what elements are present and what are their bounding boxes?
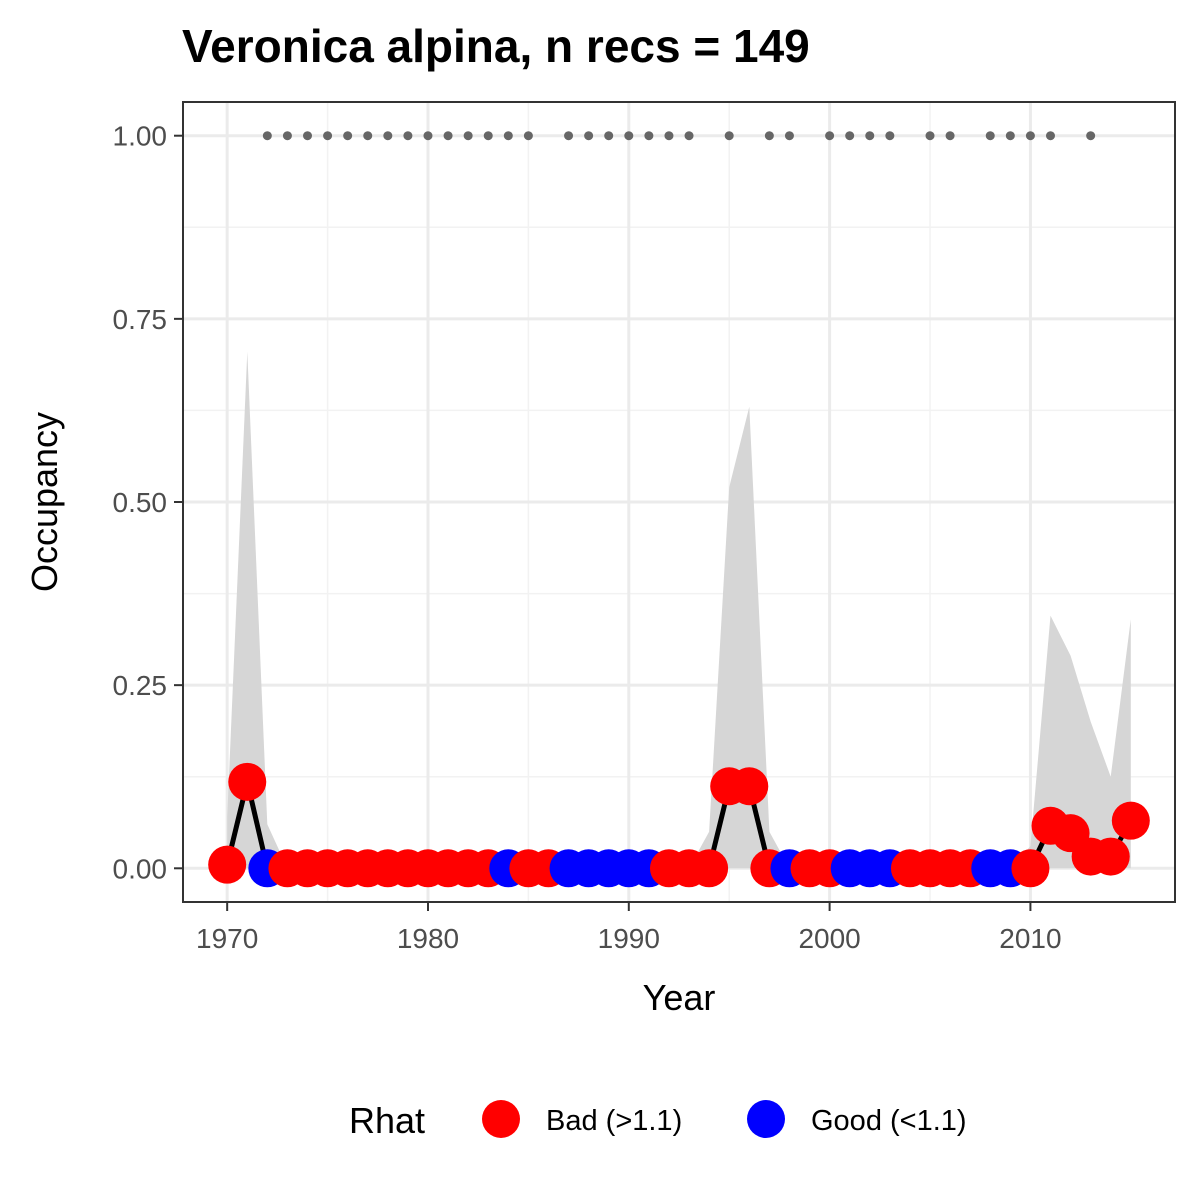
record-marker: [383, 131, 393, 141]
y-tick-label: 0.00: [113, 853, 168, 884]
record-marker: [1086, 131, 1096, 141]
record-marker: [865, 131, 875, 141]
x-axis: 1970 1980 1990 2000 2010: [196, 902, 1062, 954]
record-marker: [1005, 131, 1015, 141]
x-tick-label: 1970: [196, 923, 258, 954]
record-markers: [262, 131, 1096, 141]
occupancy-point-bad: [1091, 837, 1130, 876]
occupancy-point-bad: [690, 849, 729, 888]
record-marker: [303, 131, 313, 141]
x-tick-label: 1980: [397, 923, 459, 954]
grid-minor: [183, 102, 1175, 902]
record-marker: [323, 131, 333, 141]
record-marker: [985, 131, 995, 141]
record-marker: [845, 131, 855, 141]
record-marker: [784, 131, 794, 141]
record-marker: [1045, 131, 1055, 141]
record-marker: [664, 131, 674, 141]
occupancy-point-bad: [228, 762, 267, 801]
record-marker: [363, 131, 373, 141]
record-marker: [925, 131, 935, 141]
record-marker: [945, 131, 955, 141]
record-marker: [764, 131, 774, 141]
record-marker: [684, 131, 694, 141]
occupancy-points: [208, 762, 1150, 888]
y-axis-title: Occupancy: [24, 412, 65, 592]
record-marker: [503, 131, 513, 141]
y-tick-label: 0.50: [113, 487, 168, 518]
record-marker: [604, 131, 614, 141]
record-marker: [885, 131, 895, 141]
y-tick-label: 1.00: [113, 121, 168, 152]
legend-key-bad: [482, 1100, 520, 1138]
record-marker: [1025, 131, 1035, 141]
record-marker: [423, 131, 433, 141]
chart-title: Veronica alpina, n recs = 149: [182, 20, 810, 72]
y-axis: 0.00 0.25 0.50 0.75 1.00: [113, 121, 183, 884]
occupancy-point-bad: [1111, 801, 1150, 840]
record-marker: [564, 131, 574, 141]
x-tick-label: 2000: [798, 923, 860, 954]
record-marker: [523, 131, 533, 141]
record-marker: [443, 131, 453, 141]
record-marker: [463, 131, 473, 141]
y-tick-label: 0.75: [113, 304, 168, 335]
record-marker: [724, 131, 734, 141]
occupancy-point-bad: [1011, 849, 1050, 888]
record-marker: [584, 131, 594, 141]
record-marker: [282, 131, 292, 141]
occupancy-point-bad: [208, 845, 247, 884]
record-marker: [343, 131, 353, 141]
record-marker: [624, 131, 634, 141]
record-marker: [644, 131, 654, 141]
legend-label-bad: Bad (>1.1): [546, 1105, 682, 1137]
x-tick-label: 1990: [598, 923, 660, 954]
y-tick-label: 0.25: [113, 670, 168, 701]
record-marker: [483, 131, 493, 141]
record-marker: [825, 131, 835, 141]
legend-title: Rhat: [349, 1100, 425, 1141]
legend-label-good: Good (<1.1): [811, 1105, 967, 1137]
legend-key-good: [747, 1100, 785, 1138]
x-tick-label: 2010: [999, 923, 1061, 954]
x-axis-title: Year: [643, 977, 716, 1018]
record-marker: [403, 131, 413, 141]
record-marker: [262, 131, 272, 141]
occupancy-point-bad: [730, 767, 769, 806]
legend: Rhat Bad (>1.1) Good (<1.1): [349, 1100, 967, 1141]
